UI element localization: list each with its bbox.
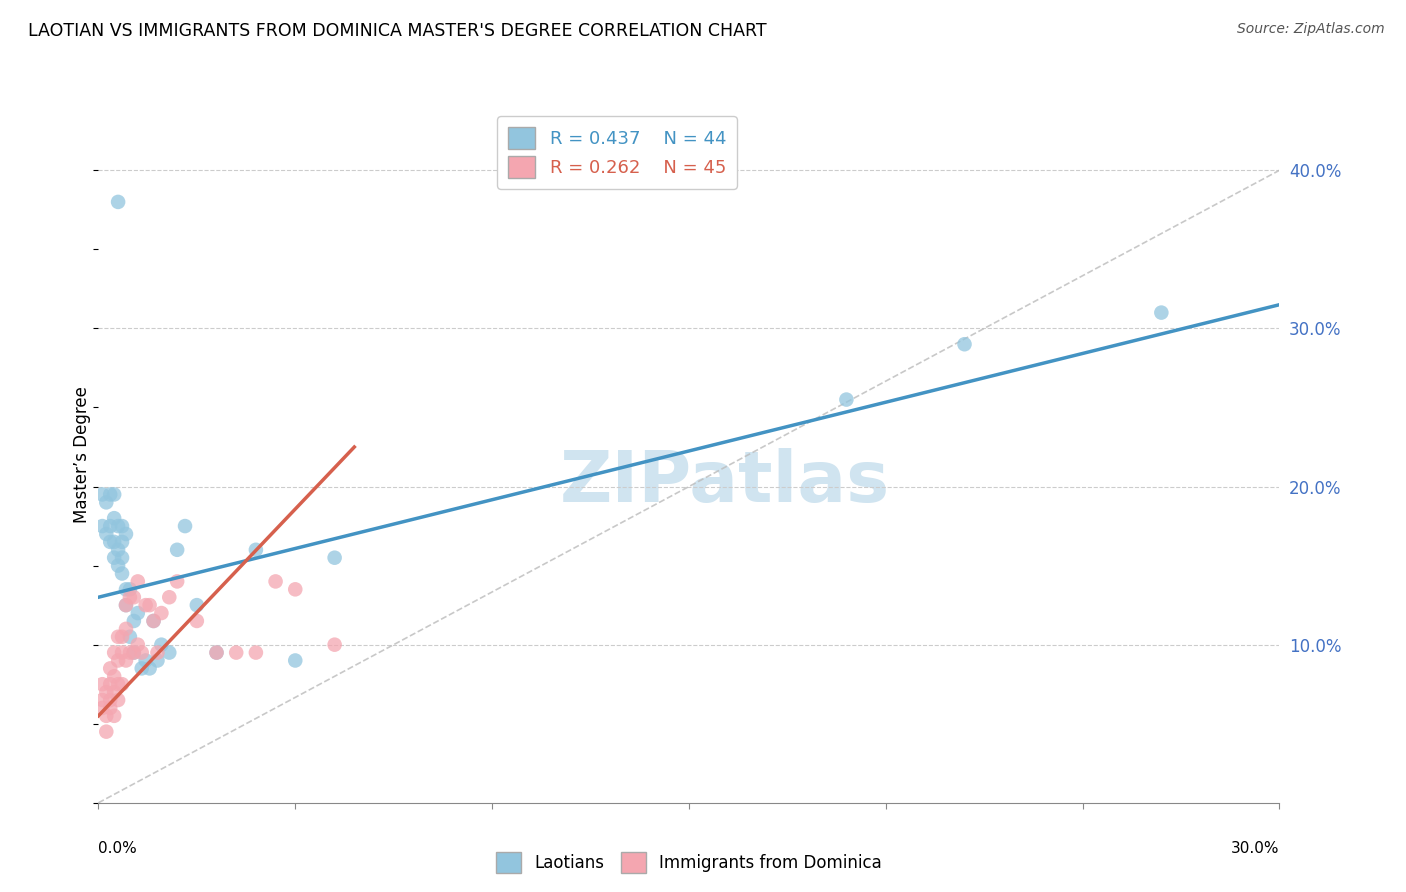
Point [103,487,125,501]
Point [186,614,208,628]
Point [127,606,149,620]
Point [91,701,114,715]
Point [323,638,346,652]
Point [107,677,129,691]
Point [186,598,208,612]
Point [115,598,138,612]
Point [115,622,138,636]
Point [150,638,173,652]
Point [98,701,121,715]
Point [103,685,125,699]
Point [166,574,188,589]
Y-axis label: Master’s Degree: Master’s Degree [73,386,91,524]
Point [91,677,114,691]
Point [142,614,165,628]
Point [96,685,118,699]
Point [245,542,267,557]
Point [96,495,118,509]
Point [131,661,153,675]
Point [111,534,134,549]
Point [122,646,145,660]
Point [225,646,247,660]
Point [131,646,153,660]
Point [115,527,138,541]
Point [118,646,141,660]
Point [150,606,173,620]
Point [135,598,157,612]
Point [107,542,129,557]
Point [205,646,228,660]
Point [96,724,118,739]
Point [103,708,125,723]
Point [98,534,121,549]
Point [284,582,307,597]
Point [103,511,125,525]
Point [98,487,121,501]
Point [111,677,134,691]
Point [115,598,138,612]
Point [103,646,125,660]
Point [138,598,160,612]
Point [111,566,134,581]
Point [157,646,180,660]
Point [107,558,129,573]
Point [107,653,129,667]
Point [103,669,125,683]
Point [111,550,134,565]
Point [284,653,307,667]
Point [157,591,180,605]
Point [103,550,125,565]
Point [96,708,118,723]
Point [122,591,145,605]
Point [323,550,346,565]
Point [127,638,149,652]
Point [98,519,121,533]
Legend: R = 0.437    N = 44, R = 0.262    N = 45: R = 0.437 N = 44, R = 0.262 N = 45 [498,116,737,189]
Point [96,527,118,541]
Text: Source: ZipAtlas.com: Source: ZipAtlas.com [1237,22,1385,37]
Point [245,646,267,660]
Point [103,534,125,549]
Point [107,630,129,644]
Point [118,591,141,605]
Point [118,582,141,597]
Point [122,614,145,628]
Text: ZIPatlas: ZIPatlas [560,449,890,517]
Point [146,653,169,667]
Point [91,693,114,707]
Point [127,574,149,589]
Point [118,630,141,644]
Point [111,630,134,644]
Point [91,487,114,501]
Point [98,693,121,707]
Point [835,392,858,407]
Point [166,542,188,557]
Point [142,614,165,628]
Point [107,194,129,209]
Legend: Laotians, Immigrants from Dominica: Laotians, Immigrants from Dominica [489,846,889,880]
Point [107,693,129,707]
Point [115,582,138,597]
Point [111,519,134,533]
Point [264,574,287,589]
Point [174,519,197,533]
Point [107,519,129,533]
Point [122,646,145,660]
Point [135,653,157,667]
Point [98,661,121,675]
Point [115,653,138,667]
Point [1150,305,1173,319]
Point [98,677,121,691]
Point [205,646,228,660]
Text: 0.0%: 0.0% [98,841,138,856]
Point [138,661,160,675]
Point [111,646,134,660]
Text: 30.0%: 30.0% [1232,841,1279,856]
Point [91,519,114,533]
Text: LAOTIAN VS IMMIGRANTS FROM DOMINICA MASTER'S DEGREE CORRELATION CHART: LAOTIAN VS IMMIGRANTS FROM DOMINICA MAST… [28,22,766,40]
Point [146,646,169,660]
Point [953,337,976,351]
